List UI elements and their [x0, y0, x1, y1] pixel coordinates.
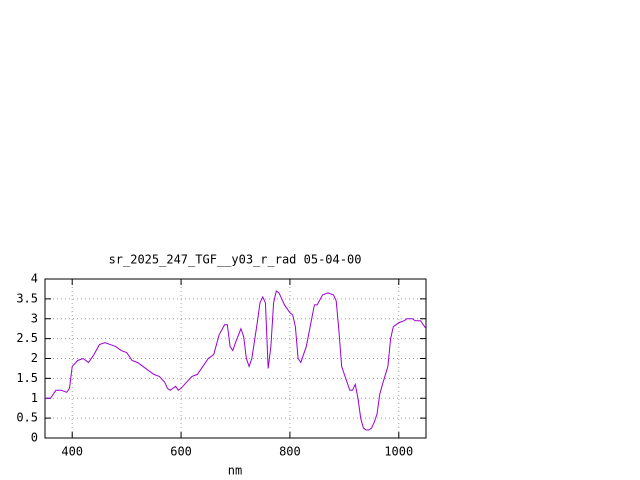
- x-tick-label: 800: [279, 445, 301, 459]
- y-tick-label: 4: [31, 272, 38, 286]
- x-tick-label: 600: [170, 445, 192, 459]
- chart-title: sr_2025_247_TGF__y03_r_rad 05-04-00: [109, 253, 362, 267]
- plot-border: [44, 278, 427, 439]
- y-tick-label: 1: [31, 391, 38, 405]
- x-tick-label: 400: [61, 445, 83, 459]
- y-tick-label: 0.5: [16, 411, 38, 425]
- x-tick-label: 1000: [384, 445, 413, 459]
- y-tick-label: 1.5: [16, 371, 38, 385]
- data-line: [45, 290, 427, 431]
- y-tick-label: 0: [31, 431, 38, 445]
- x-axis-label: nm: [228, 464, 242, 478]
- y-tick-label: 3.5: [16, 291, 38, 305]
- y-tick-label: 2.5: [16, 331, 38, 345]
- y-tick-label: 2: [31, 351, 38, 365]
- y-tick-label: 3: [31, 311, 38, 325]
